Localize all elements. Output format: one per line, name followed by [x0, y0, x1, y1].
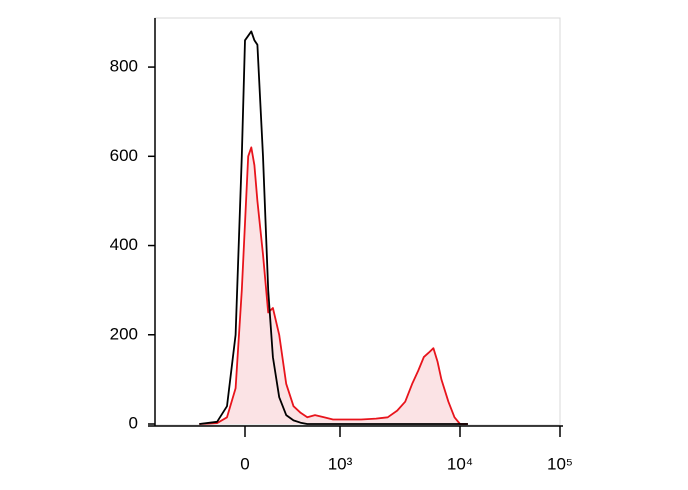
- y-tick-label: 200: [110, 324, 138, 343]
- y-tick-label: 0: [129, 413, 138, 432]
- y-tick-label: 800: [110, 57, 138, 76]
- histogram-line: [199, 146, 468, 425]
- histogram-line: [199, 30, 468, 425]
- plot-frame: [154, 17, 561, 426]
- y-tick-label: 600: [110, 146, 138, 165]
- area: [199, 147, 468, 424]
- x-tick-label: 10⁴: [447, 454, 473, 473]
- x-tick-label: 10³: [328, 454, 353, 473]
- y-tick-label: 400: [110, 235, 138, 254]
- x-tick-label: 0: [240, 454, 249, 473]
- x-tick-label: 10⁵: [547, 454, 573, 473]
